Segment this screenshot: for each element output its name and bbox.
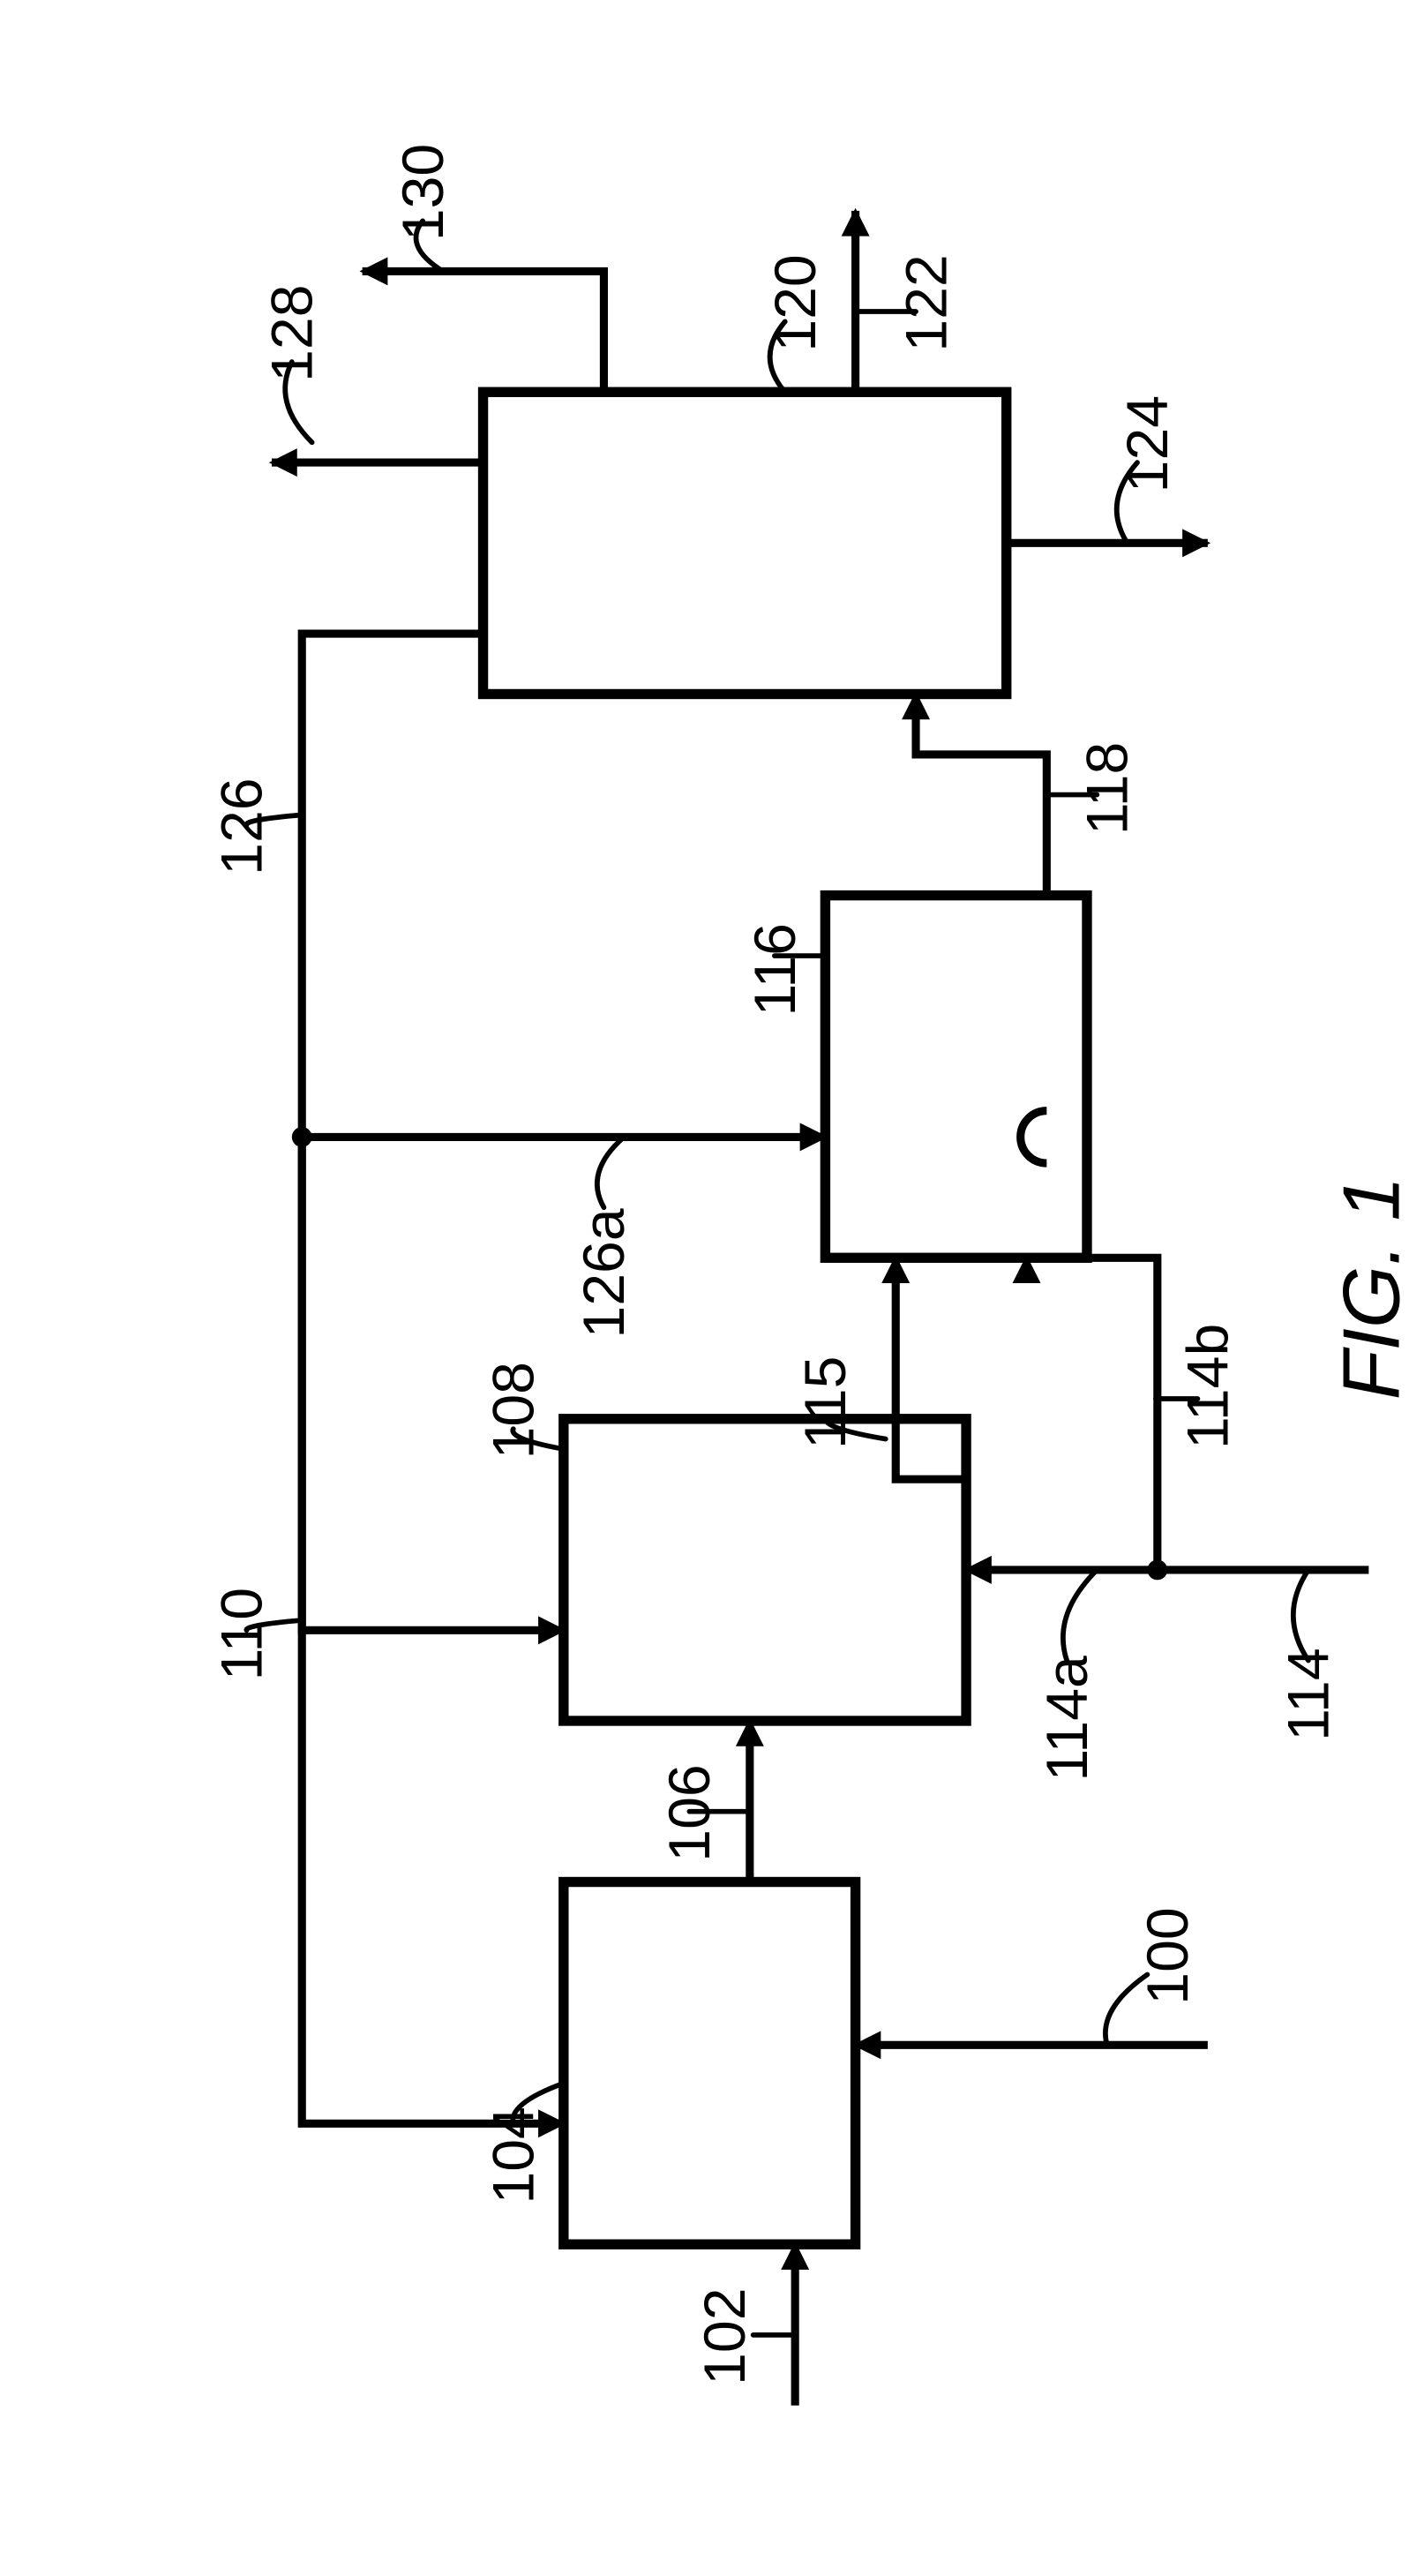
box-104: [564, 1882, 856, 2245]
label-116: 116: [743, 923, 808, 1016]
label-102: 102: [693, 2287, 758, 2384]
box-108: [564, 1419, 966, 1721]
label-110: 110: [210, 1588, 275, 1680]
box-116: [825, 896, 1087, 1258]
junction-110: [292, 1127, 312, 1147]
flow-126-main: [302, 634, 483, 1137]
label-126a: 126a: [572, 1208, 637, 1338]
label-114a: 114a: [1035, 1656, 1100, 1781]
label-115: 115: [793, 1356, 858, 1449]
box-120: [483, 392, 1007, 694]
lead-114a: [1063, 1570, 1097, 1661]
lead-126a: [597, 1137, 624, 1207]
figure-caption: FIG. 1: [1327, 1176, 1409, 1401]
label-118: 118: [1075, 742, 1141, 835]
lead-114: [1293, 1570, 1308, 1661]
label-100: 100: [1135, 1907, 1201, 2004]
label-128: 128: [260, 284, 326, 381]
label-126: 126: [210, 777, 275, 875]
flow-118: [916, 694, 1046, 895]
flow-114b: [1027, 1258, 1158, 1570]
flow-115: [896, 1258, 966, 1479]
flow-130: [363, 271, 604, 392]
label-114b: 114b: [1176, 1324, 1241, 1449]
label-122: 122: [894, 254, 959, 351]
junction-114: [1147, 1559, 1167, 1580]
label-130: 130: [391, 144, 456, 241]
